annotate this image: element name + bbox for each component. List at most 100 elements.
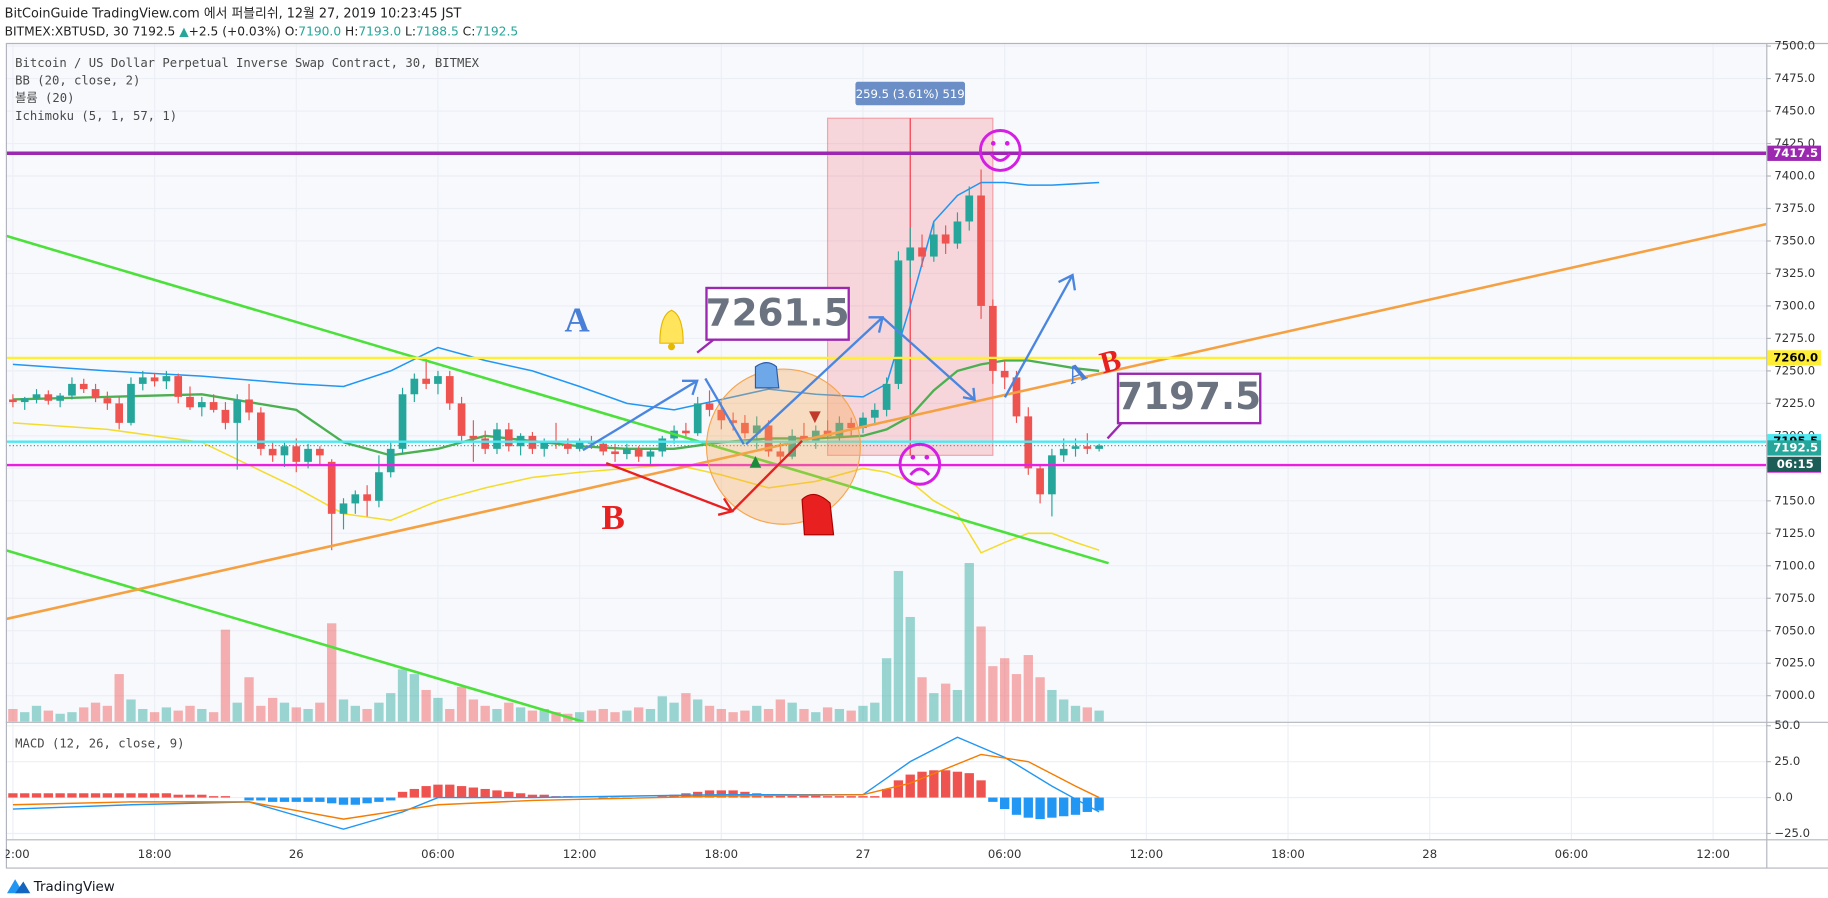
x-tick-label: 12:00 [1130, 847, 1164, 861]
macd-layer [8, 736, 1104, 830]
volume-bar [138, 708, 148, 722]
y-tick-label: 7250.0 [1774, 363, 1815, 377]
macd-histogram-bar [303, 797, 313, 802]
candle-body [1000, 370, 1009, 378]
macd-histogram-bar [964, 773, 974, 798]
volume-bar [1059, 699, 1069, 722]
volume-bar [1011, 674, 1022, 722]
volume-bar [976, 626, 986, 722]
arrow [881, 316, 976, 402]
x-tick-label: 18:00 [138, 847, 172, 861]
candle-body [882, 383, 891, 410]
candle-body [599, 443, 608, 452]
volume-bar [208, 712, 219, 722]
trend-line [5, 222, 1767, 621]
smile [989, 153, 1011, 162]
eye [910, 454, 916, 460]
x-tick-label: 18:00 [1271, 847, 1305, 861]
volume-bar [988, 666, 998, 722]
volume-bar [846, 710, 856, 722]
macd-histogram-bar [1011, 797, 1022, 815]
callout-box [1116, 372, 1262, 425]
candle-body [611, 451, 619, 455]
macd-histogram-bar [350, 797, 360, 805]
ohlc-key: O: [285, 24, 299, 38]
candle-body [989, 305, 997, 371]
macd-histogram-bar [716, 790, 726, 798]
series-title: Bitcoin / US Dollar Perpetual Inverse Sw… [15, 56, 480, 70]
ohlc-value: 7192.5 [475, 24, 518, 38]
macd-histogram-bar [858, 796, 868, 798]
candle-body [316, 448, 324, 456]
volume-bar [622, 710, 632, 722]
macd-histogram-bar [161, 793, 172, 798]
volume-bar [693, 699, 703, 722]
volume-bar [574, 712, 585, 722]
countdown: 06:15 [1777, 457, 1814, 471]
candle-body [257, 412, 265, 449]
price-label: 7192.5 [1773, 440, 1818, 454]
callout-text: 7197.5 [1117, 374, 1261, 418]
countdown-box [1767, 456, 1822, 473]
x-tick-label: 28 [1422, 847, 1437, 861]
trend-line [5, 234, 1109, 565]
candle-body [764, 425, 773, 452]
candle-body [788, 435, 797, 457]
candle-body [339, 503, 348, 514]
macd-histogram-bar [527, 794, 538, 798]
candle-body [457, 403, 466, 436]
candle-body [469, 435, 478, 439]
x-tick-label: 27 [856, 847, 871, 861]
candle-body [1071, 446, 1080, 449]
macd-histogram-bar [43, 793, 53, 798]
candle-body [811, 430, 820, 442]
volume-bar [1023, 655, 1033, 722]
candle-body [233, 399, 242, 423]
x-tick-label: 06:00 [421, 847, 455, 861]
macd-histogram-bar [905, 774, 915, 798]
y-tick-label: 7050.0 [1774, 623, 1815, 637]
candle-body [44, 394, 53, 401]
candle-body [20, 398, 29, 403]
y-tick-label: 7225.0 [1774, 396, 1815, 410]
volume-bar [929, 693, 939, 722]
candle-body [776, 451, 785, 457]
study-label: BB (20, close, 2) [15, 74, 140, 88]
candle-body [1059, 448, 1068, 456]
frown-face [898, 442, 942, 486]
symbol: BITMEX:XBTUSD, 30 [5, 24, 129, 38]
y-tick-label: 7300.0 [1774, 298, 1815, 312]
volume-bar [917, 677, 927, 722]
macd-histogram-bar [952, 771, 963, 798]
macd-histogram-bar [870, 796, 880, 798]
y-tick-label: 7500.0 [1774, 39, 1815, 53]
candle-body [894, 260, 903, 384]
ohlc-value: 7190.0 [298, 24, 341, 38]
y-tick-label: 7375.0 [1774, 201, 1815, 215]
macd-histogram-bar [315, 797, 325, 802]
eye [990, 141, 996, 146]
volume-bar [374, 702, 384, 722]
volume-bar [515, 707, 526, 722]
volume-bar [775, 699, 786, 722]
change: +2.5 (+0.03%) [189, 24, 281, 38]
macd-histogram-bar [456, 786, 467, 798]
macd-histogram-bar [256, 797, 266, 801]
candle-body [906, 247, 915, 261]
volume-bar [303, 708, 313, 722]
callout-text: 7261.5 [706, 290, 850, 334]
candle-body [729, 420, 737, 423]
candle-body [221, 409, 230, 423]
x-tick-label: 06:00 [1555, 847, 1589, 861]
brand-name: TradingView [33, 880, 115, 895]
macd-histogram-bar [244, 797, 254, 801]
frown [909, 467, 931, 476]
volume-bar [799, 708, 809, 722]
candle-body [693, 403, 702, 434]
macd-histogram-bar [1059, 797, 1069, 817]
volume-bar [456, 686, 467, 722]
volume-bar [67, 712, 77, 722]
candle-body [682, 430, 690, 434]
candle-body [540, 442, 549, 449]
volume-bar [445, 708, 455, 722]
